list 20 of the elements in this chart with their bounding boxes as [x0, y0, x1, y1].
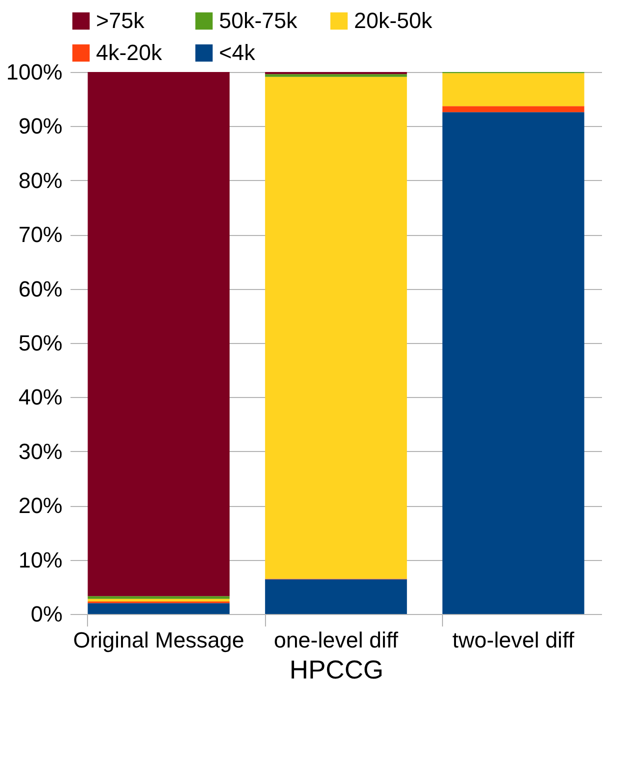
x-tick-label: Original Message — [73, 628, 244, 652]
legend-label: <4k — [219, 40, 256, 65]
y-tick-label: 70% — [18, 222, 62, 248]
x-axis-title: HPCCG — [290, 654, 384, 684]
y-tick-label: 10% — [18, 547, 62, 572]
y-tick-label: 20% — [18, 493, 62, 518]
x-tick-label: one-level diff — [274, 628, 400, 652]
x-tick-label: two-level diff — [452, 628, 576, 652]
y-tick-label: 40% — [18, 384, 62, 410]
y-tick-label: 100% — [6, 60, 62, 84]
legend-label: >75k — [96, 8, 146, 33]
y-tick-label: 60% — [18, 276, 62, 302]
y-tick-label: 90% — [18, 114, 62, 139]
legend-label: 4k-20k — [96, 40, 164, 65]
y-tick-label: 0% — [30, 602, 62, 626]
y-tick-label: 50% — [18, 330, 62, 356]
legend-label: 20k-50k — [354, 8, 434, 33]
legend-label: 50k-75k — [219, 8, 298, 33]
y-tick-label: 80% — [18, 168, 62, 193]
y-tick-label: 30% — [18, 438, 62, 464]
